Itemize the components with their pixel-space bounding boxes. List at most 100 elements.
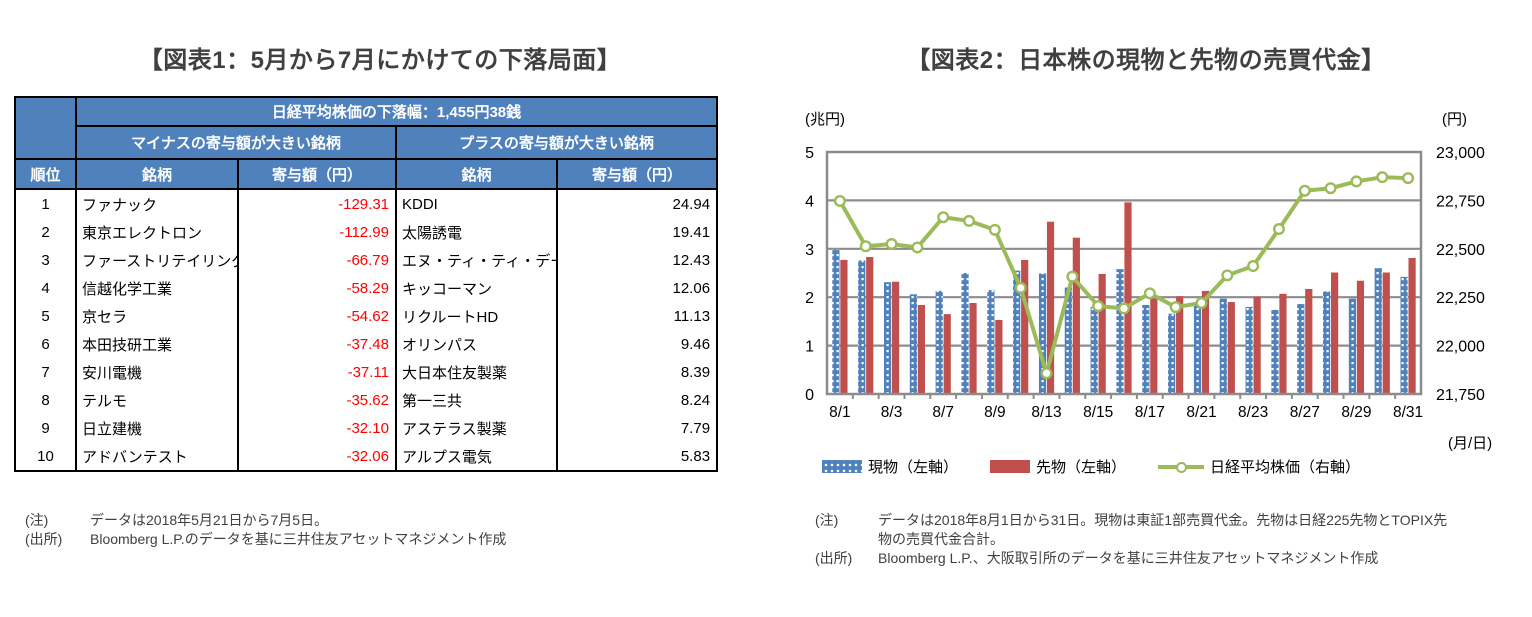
right-axis-tick-label: 21,750 xyxy=(1436,387,1485,404)
bar-spot-8/7 xyxy=(935,290,943,394)
right-axis-tick-label: 22,000 xyxy=(1436,339,1485,356)
bar-futures-8/24 xyxy=(1279,293,1287,394)
cell-plus-value: 24.94 xyxy=(555,189,719,218)
cell-minus-value: -58.29 xyxy=(237,274,397,302)
cell-minus-value: -66.79 xyxy=(237,246,397,274)
cell-plus-value: 12.43 xyxy=(555,246,719,274)
x-axis-tick-label: 8/21 xyxy=(1186,404,1216,421)
nikkei-marker-8/6 xyxy=(911,241,924,254)
note-label: (注) xyxy=(815,512,839,528)
bar-spot-8/2 xyxy=(858,260,866,394)
col-header-value-minus: 寄与額（円） xyxy=(237,158,397,190)
table-row: 1 ファナック -129.31 KDDI 24.94 xyxy=(14,189,719,218)
source-text: Bloomberg L.P.、大阪取引所のデータを基に三井住友アセットマネジメン… xyxy=(878,550,1379,566)
table-header-row-3: 順位 銘柄 寄与額（円） 銘柄 寄与額（円） xyxy=(14,158,719,190)
bar-spot-8/3 xyxy=(883,282,892,394)
legend-label-spot: 現物（左軸） xyxy=(868,459,959,476)
figure2-notes: (注) データは2018年8月1日から31日。現物は東証1部売買代金。先物は日経… xyxy=(815,511,1455,568)
bar-spot-8/30 xyxy=(1374,268,1382,394)
cell-rank: 7 xyxy=(14,358,77,386)
note-label: (注) xyxy=(25,512,49,528)
nikkei-line xyxy=(837,175,1411,376)
right-axis-title: (円) xyxy=(1442,111,1467,128)
cell-minus-value: -112.99 xyxy=(237,218,397,246)
cell-plus-value: 12.06 xyxy=(555,274,719,302)
cell-minus-name: テルモ xyxy=(75,386,239,414)
nikkei-marker-8/22 xyxy=(1221,269,1234,282)
x-axis-tick-label: 8/13 xyxy=(1031,404,1061,421)
bar-spot-8/1 xyxy=(832,249,840,394)
bar-futures-8/14 xyxy=(1072,237,1080,394)
cell-minus-name: 日立建機 xyxy=(75,414,239,442)
bar-futures-8/1 xyxy=(840,259,848,394)
right-axis-tick-label: 23,000 xyxy=(1436,145,1485,162)
table-row: 2 東京エレクトロン -112.99 太陽誘電 19.41 xyxy=(14,218,719,246)
cell-minus-name: アドバンテスト xyxy=(75,442,239,471)
cell-plus-name: エヌ・ティ・ティ・データ xyxy=(395,246,558,274)
cell-plus-value: 8.39 xyxy=(555,358,719,386)
cell-minus-value: -54.62 xyxy=(237,302,397,330)
left-axis-tick-label: 2 xyxy=(805,290,814,307)
nikkei-marker-8/20 xyxy=(1169,301,1182,314)
cell-minus-value: -32.10 xyxy=(237,414,397,442)
bar-futures-8/10 xyxy=(1021,259,1029,394)
cell-rank: 3 xyxy=(14,246,77,274)
table-header-row-1: 日経平均株価の下落幅：1,455円38銭 xyxy=(14,96,719,160)
cell-rank: 5 xyxy=(14,302,77,330)
table-row: 10 アドバンテスト -32.06 アルプス電気 5.83 xyxy=(14,442,719,471)
bar-futures-8/6 xyxy=(917,304,925,394)
table-row: 8 テルモ -35.62 第一三共 8.24 xyxy=(14,386,719,414)
table-row: 6 本田技研工業 -37.48 オリンパス 9.46 xyxy=(14,330,719,358)
table-row: 5 京セラ -54.62 リクルートHD 11.13 xyxy=(14,302,719,330)
cell-minus-name: ファナック xyxy=(75,189,239,218)
bar-spot-8/31 xyxy=(1400,276,1408,394)
table-row: 7 安川電機 -37.11 大日本住友製薬 8.39 xyxy=(14,358,719,386)
nikkei-marker-8/23 xyxy=(1247,260,1260,273)
nikkei-marker-8/27 xyxy=(1298,184,1311,197)
col-header-rank: 順位 xyxy=(14,158,77,190)
bar-spot-8/17 xyxy=(1142,304,1150,394)
cell-rank: 1 xyxy=(14,189,77,218)
nikkei-marker-8/10 xyxy=(1014,281,1027,294)
source-text: Bloomberg L.P.のデータを基に三井住友アセットマネジメント作成 xyxy=(90,531,507,547)
x-axis-tick-label: 8/17 xyxy=(1135,404,1165,421)
bar-spot-8/23 xyxy=(1245,306,1253,394)
figure2-panel: 【図表2：日本株の現物と先物の売買代金】 0 1 2 3 4 5 21,750 22,000 2… xyxy=(760,0,1532,617)
bar-futures-8/3 xyxy=(891,281,900,394)
cell-rank: 6 xyxy=(14,330,77,358)
bar-spot-8/28 xyxy=(1323,291,1331,394)
bar-spot-8/22 xyxy=(1219,298,1227,394)
nikkei-line-swatch-icon xyxy=(1158,460,1205,473)
nikkei-marker-8/31 xyxy=(1402,172,1415,185)
decline-contribution-table: 日経平均株価の下落幅：1,455円38銭 マイナスの寄与額が大きい銘柄 プラスの… xyxy=(14,96,719,472)
left-axis-tick-label: 0 xyxy=(805,387,814,404)
table-header-plus-group: プラスの寄与額が大きい銘柄 xyxy=(394,125,719,160)
cell-minus-name: 安川電機 xyxy=(75,358,239,386)
cell-minus-name: 東京エレクトロン xyxy=(75,218,239,246)
cell-plus-name: キッコーマン xyxy=(395,274,558,302)
x-axis-tick-label: 8/23 xyxy=(1238,404,1268,421)
table-header-decline: 日経平均株価の下落幅：1,455円38銭 xyxy=(74,96,719,127)
table-row: 9 日立建機 -32.10 アステラス製薬 7.79 xyxy=(14,414,719,442)
x-axis-tick-label: 8/3 xyxy=(881,404,903,421)
left-axis-tick-label: 3 xyxy=(805,242,814,259)
cell-minus-name: ファーストリテイリング xyxy=(75,246,239,274)
x-axis-tick-label: 8/29 xyxy=(1341,404,1371,421)
bar-futures-8/8 xyxy=(969,303,977,394)
left-axis-title: (兆円) xyxy=(805,111,845,128)
bar-spot-8/16 xyxy=(1116,269,1124,394)
bar-futures-8/20 xyxy=(1176,296,1184,394)
bar-futures-8/7 xyxy=(943,314,951,394)
cell-plus-name: アルプス電気 xyxy=(395,442,558,471)
cell-minus-value: -35.62 xyxy=(237,386,397,414)
nikkei-marker-8/17 xyxy=(1143,287,1156,300)
cell-plus-name: リクルートHD xyxy=(395,302,558,330)
bar-futures-8/2 xyxy=(866,257,874,394)
x-axis-tick-label: 8/7 xyxy=(932,404,954,421)
nikkei-marker-8/13 xyxy=(1040,367,1053,380)
bar-spot-8/24 xyxy=(1271,309,1279,394)
note-text: データは2018年8月1日から31日。現物は東証1部売買代金。先物は日経225先… xyxy=(878,512,1448,547)
bar-futures-8/13 xyxy=(1046,221,1055,394)
nikkei-marker-8/8 xyxy=(963,214,976,227)
